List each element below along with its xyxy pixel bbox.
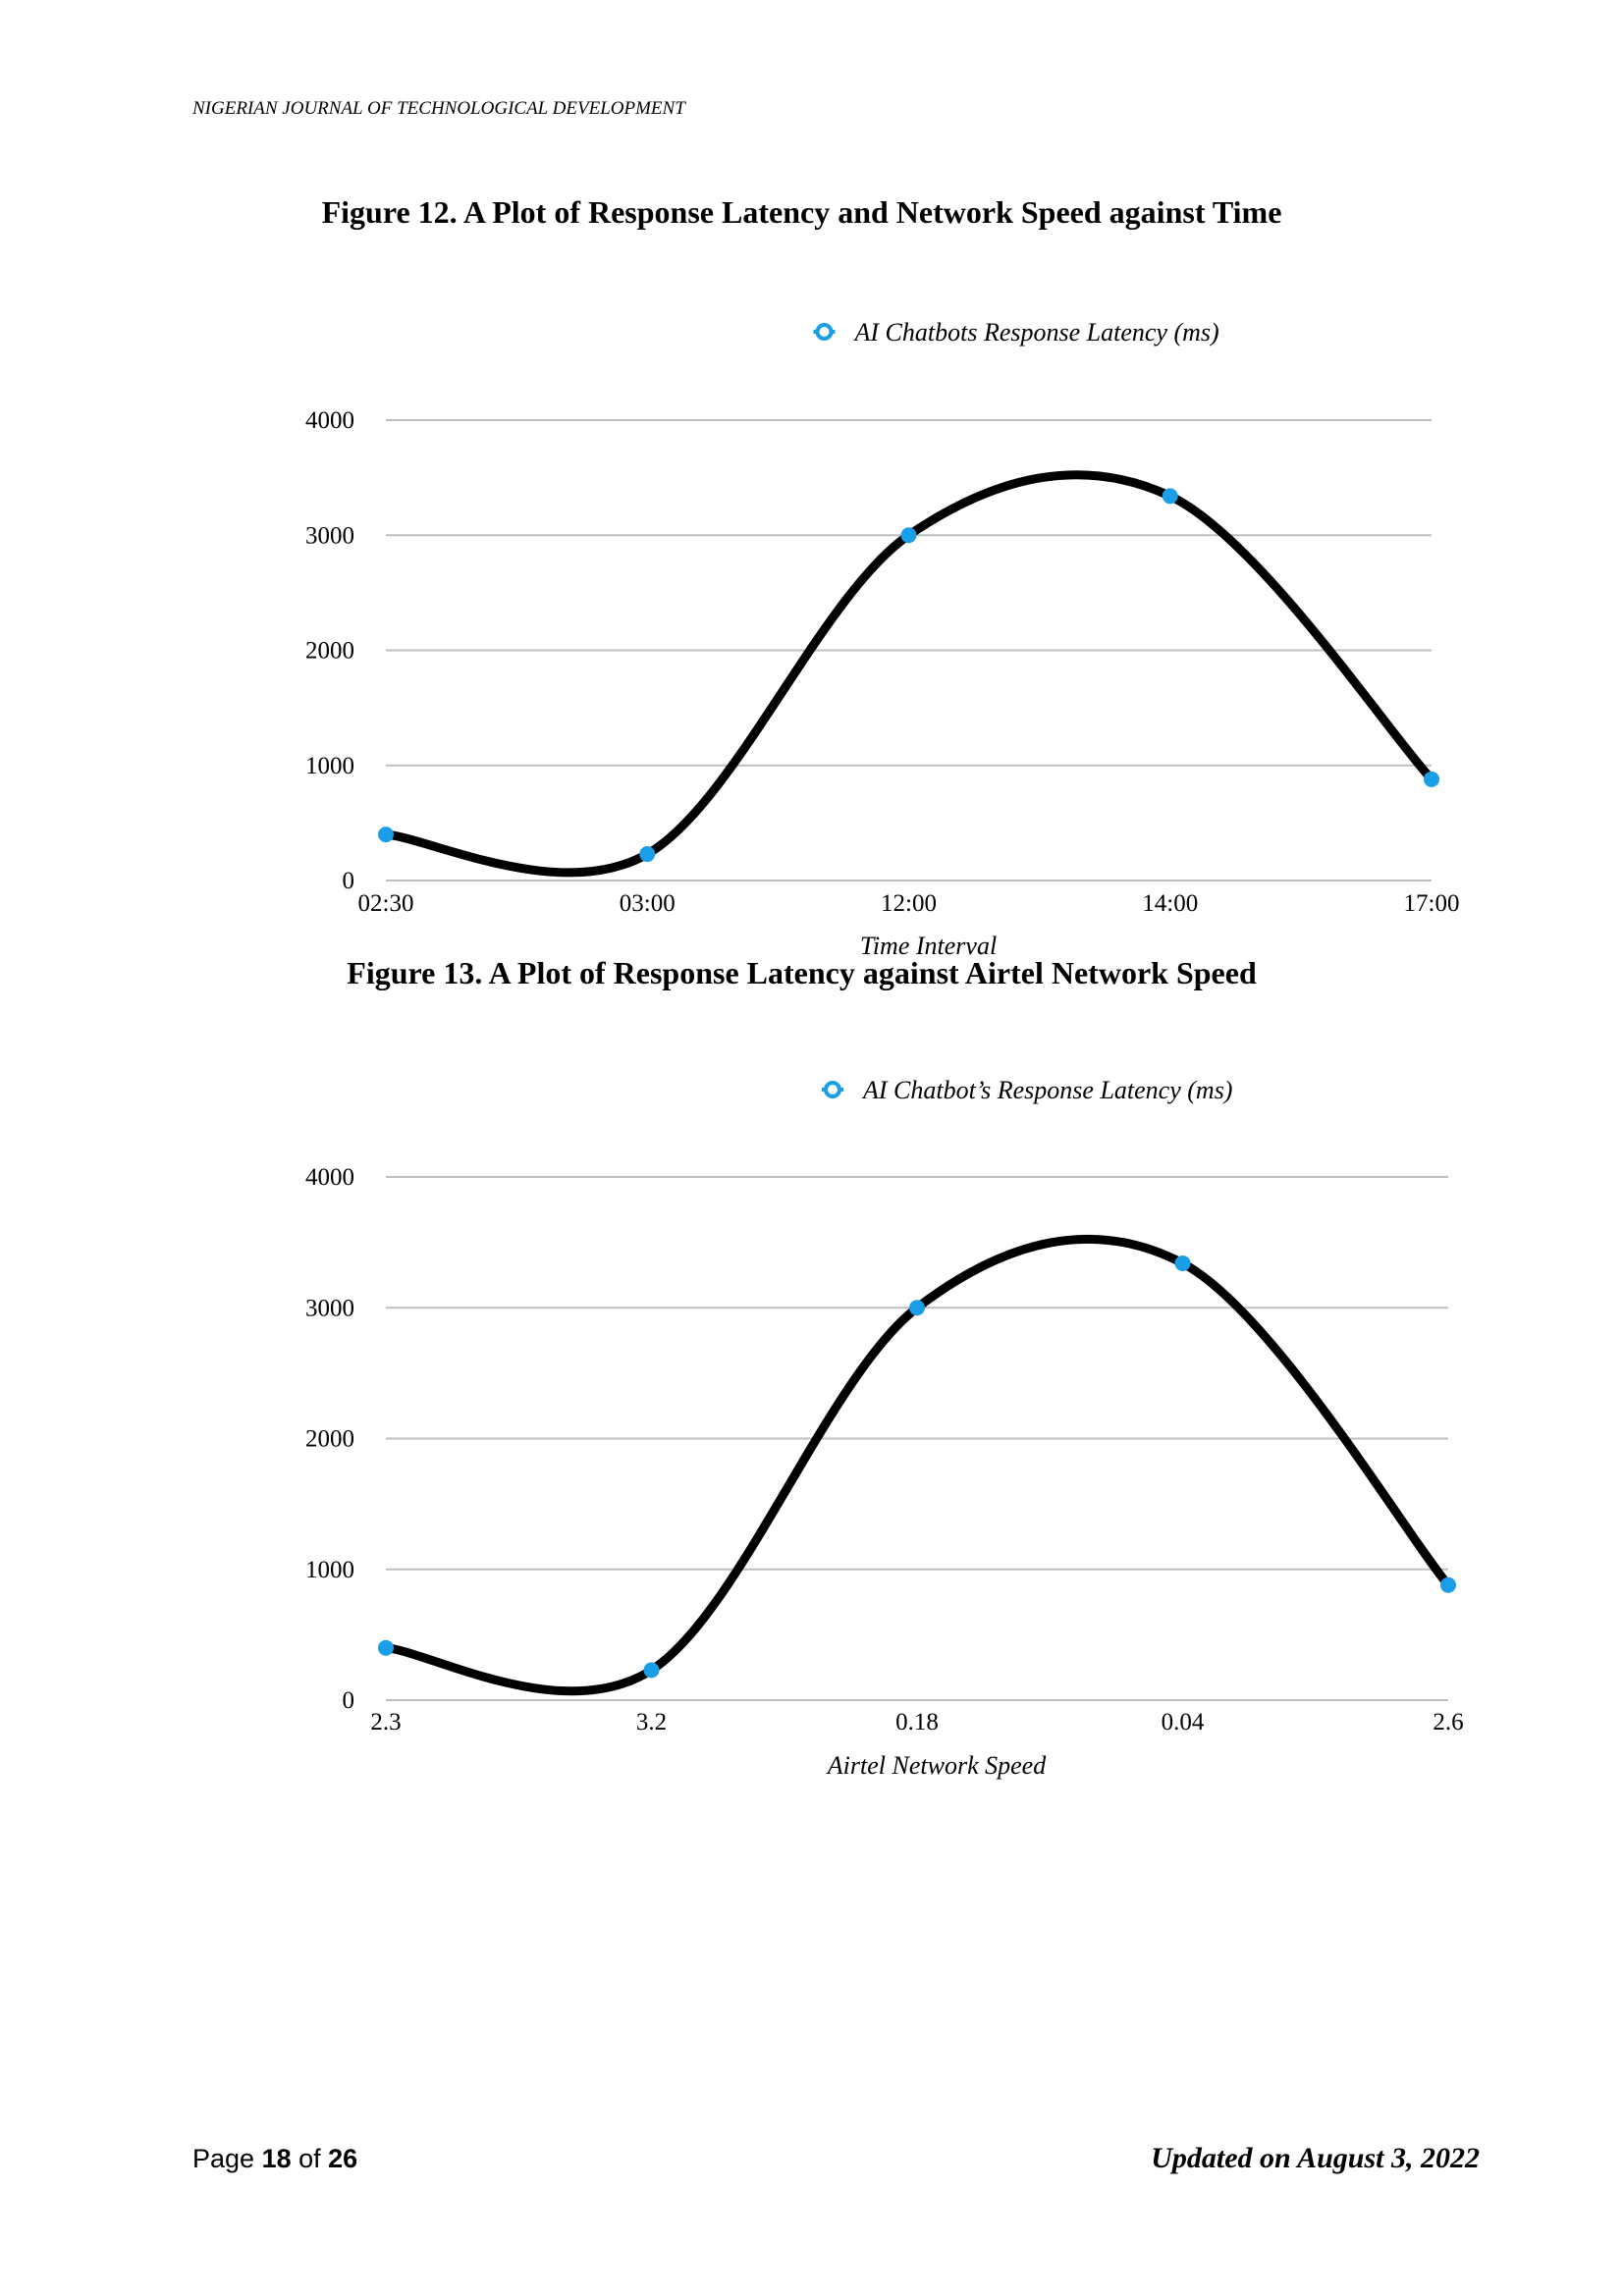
legend-marker — [815, 323, 834, 341]
x-axis-title: Time Interval — [860, 932, 997, 960]
data-point — [643, 1662, 660, 1679]
y-tick-label: 4000 — [305, 407, 354, 434]
y-tick-label: 2000 — [305, 638, 354, 665]
data-point — [1424, 771, 1439, 787]
legend-label: AI Chatbots Response Latency (ms) — [853, 318, 1219, 347]
data-point — [378, 1639, 394, 1656]
x-tick-label: 0.18 — [895, 1709, 939, 1735]
data-point — [1162, 488, 1178, 505]
x-tick-label: 0.04 — [1162, 1709, 1205, 1735]
legend: AI Chatbot’s Response Latency (ms) — [822, 1076, 1232, 1104]
figure-12-chart: 0 1000 2000 3000 4000 02:30 03:00 12:00 14:00 17:… — [305, 318, 1460, 960]
data-point — [1440, 1576, 1456, 1593]
x-tick-label: 03:00 — [620, 890, 676, 917]
page-total: 26 — [328, 2144, 358, 2173]
data-point — [900, 527, 917, 544]
x-tick-label: 02:30 — [358, 890, 414, 917]
x-tick-label: 12:00 — [881, 890, 937, 917]
legend-marker — [824, 1081, 841, 1098]
page-prefix: Page — [192, 2144, 262, 2173]
x-tick-label: 14:00 — [1142, 890, 1198, 917]
legend: AI Chatbots Response Latency (ms) — [813, 318, 1219, 347]
y-tick-label: 0 — [343, 1687, 355, 1714]
x-tick-label: 2.6 — [1433, 1709, 1463, 1735]
figure-13-chart: 0 1000 2000 3000 4000 2.3 3.2 0.18 0.04 2.6 Airtel… — [305, 1076, 1464, 1780]
legend-label: AI Chatbot’s Response Latency (ms) — [861, 1076, 1232, 1104]
figure-12-caption: Figure 12. A Plot of Response Latency an… — [321, 194, 1282, 230]
data-point — [639, 846, 656, 863]
page-number: Page 18 of 26 — [192, 2144, 357, 2174]
y-tick-label: 3000 — [305, 1295, 354, 1321]
x-tick-label: 2.3 — [370, 1709, 401, 1735]
y-tick-label: 0 — [343, 868, 355, 894]
data-point — [378, 827, 394, 843]
y-tick-label: 3000 — [305, 522, 354, 549]
x-axis-title: Airtel Network Speed — [826, 1751, 1047, 1780]
y-tick-label: 2000 — [305, 1426, 354, 1453]
journal-running-head: NIGERIAN JOURNAL OF TECHNOLOGICAL DEVELO… — [192, 98, 685, 119]
data-point — [909, 1300, 925, 1316]
y-tick-label: 4000 — [305, 1164, 354, 1191]
page-of: of — [291, 2144, 329, 2173]
updated-date: Updated on August 3, 2022 — [1151, 2142, 1480, 2174]
x-tick-label: 17:00 — [1404, 890, 1460, 917]
data-point — [1174, 1255, 1191, 1271]
y-tick-label: 1000 — [305, 753, 354, 779]
y-tick-label: 1000 — [305, 1557, 354, 1583]
figure-13-caption: Figure 13. A Plot of Response Latency ag… — [347, 955, 1257, 990]
x-tick-label: 3.2 — [636, 1709, 667, 1735]
page-current: 18 — [261, 2144, 292, 2173]
